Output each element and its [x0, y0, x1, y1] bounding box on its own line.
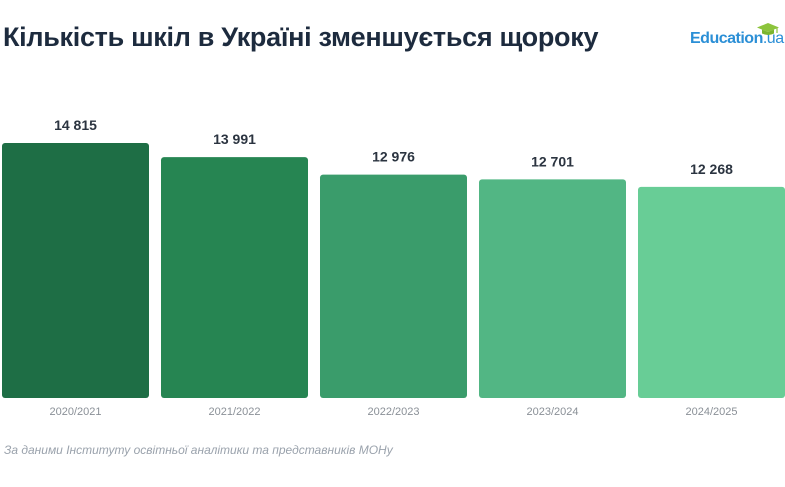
- x-tick-label: 2023/2024: [527, 406, 579, 418]
- chart-title: Кількість шкіл в Україні зменшується щор…: [3, 22, 599, 52]
- x-tick-label: 2020/2021: [50, 406, 102, 418]
- education-ua-logo[interactable]: Education.ua: [690, 22, 784, 52]
- value-label: 12 701: [531, 153, 574, 169]
- x-tick-label: 2024/2025: [686, 406, 738, 418]
- bar-2022/2023: [320, 174, 467, 398]
- source-note: За даними Інституту освітньої аналітики …: [4, 443, 393, 457]
- graduation-cap-icon: [757, 23, 779, 35]
- bar-chart: 14 815 2020/2021 13 991 2021/2022 12 976 2022…: [2, 117, 785, 418]
- bar-2020/2021: [2, 143, 149, 398]
- bar-2021/2022: [161, 157, 308, 398]
- value-label: 12 268: [690, 161, 733, 177]
- bar-2023/2024: [479, 179, 626, 398]
- value-label: 13 991: [213, 131, 256, 147]
- value-label: 14 815: [54, 117, 97, 133]
- value-label: 12 976: [372, 149, 415, 165]
- x-tick-label: 2022/2023: [368, 406, 420, 418]
- x-tick-label: 2021/2022: [209, 406, 261, 418]
- bar-2024/2025: [638, 186, 785, 398]
